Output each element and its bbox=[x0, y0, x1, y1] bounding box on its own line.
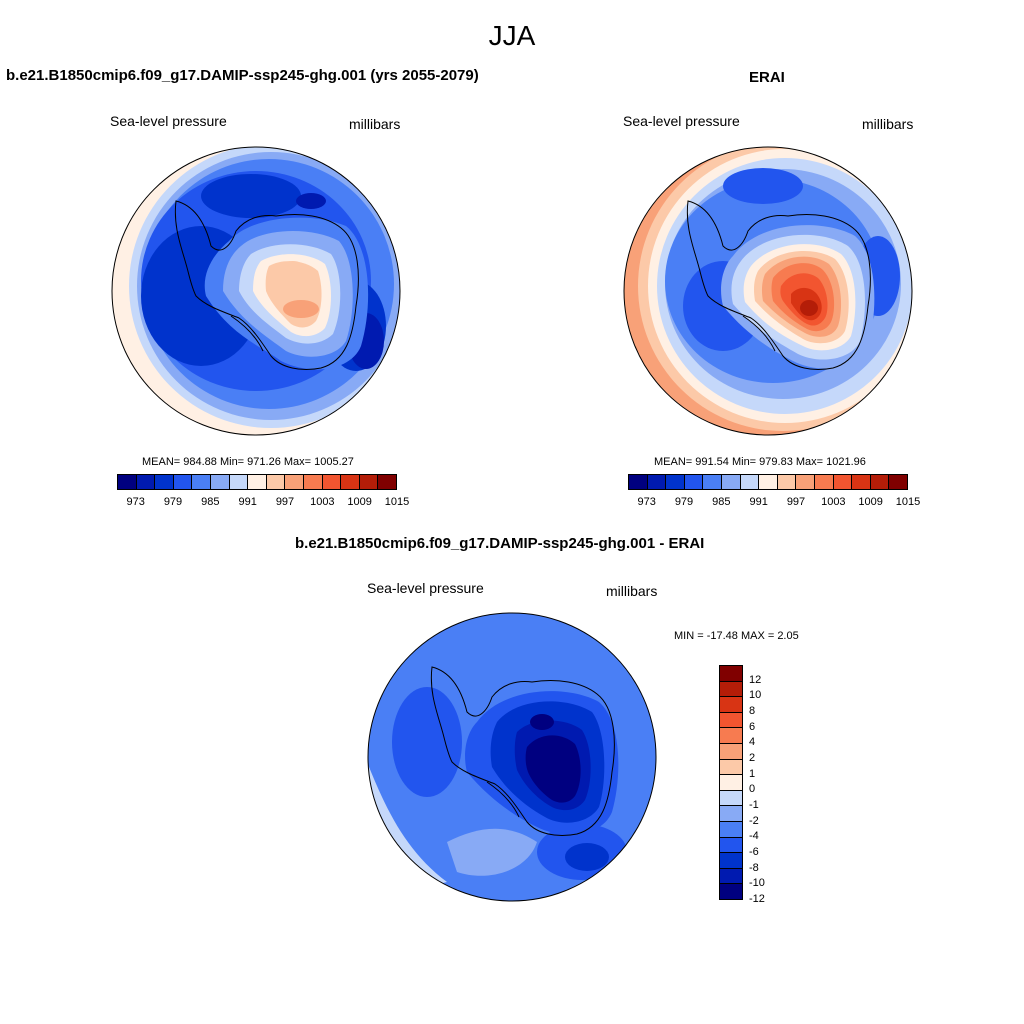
model-colorbar-ticks: 973 979 985 991 997 1003 1009 1015 bbox=[117, 496, 409, 510]
diff-colorbar-swatch bbox=[720, 681, 742, 698]
diff-colorbar-tick-label: 8 bbox=[749, 705, 756, 717]
model-colorbar-swatch bbox=[359, 475, 379, 489]
model-colorbar-swatch bbox=[378, 475, 396, 489]
model-colorbar-tick-label: 979 bbox=[163, 496, 183, 508]
erai-colorbar-tick-label: 985 bbox=[712, 496, 731, 508]
erai-colorbar-swatch bbox=[852, 475, 871, 489]
erai-colorbar-swatch bbox=[666, 475, 685, 489]
model-colorbar-swatch bbox=[266, 475, 286, 489]
diff-colorbar-swatch bbox=[720, 821, 742, 838]
erai-colorbar-tick-label: 997 bbox=[786, 496, 806, 508]
erai-colorbar-swatch bbox=[740, 475, 760, 489]
diff-colorbar-swatch bbox=[720, 666, 742, 682]
model-colorbar-swatch bbox=[136, 475, 156, 489]
diff-colorbar-swatch bbox=[720, 712, 742, 729]
erai-colorbar-tick-label: 991 bbox=[749, 496, 768, 508]
model-variable-label: Sea-level pressure bbox=[110, 113, 227, 129]
erai-variable-label: Sea-level pressure bbox=[623, 113, 740, 129]
erai-colorbar-swatch bbox=[684, 475, 704, 489]
diff-colorbar-tick-label: -4 bbox=[749, 830, 759, 843]
model-slp-map bbox=[111, 146, 401, 436]
model-colorbar-tick-label: 991 bbox=[238, 496, 257, 508]
model-colorbar-swatch bbox=[341, 475, 360, 489]
diff-colorbar-tick-label: 10 bbox=[749, 689, 762, 702]
model-colorbar-swatch bbox=[192, 475, 211, 489]
model-colorbar-swatch bbox=[285, 475, 304, 489]
model-colorbar-tick-label: 973 bbox=[126, 496, 145, 508]
erai-slp-map bbox=[623, 146, 913, 436]
diff-colorbar-swatch bbox=[720, 806, 742, 822]
erai-stats-text: MEAN= 991.54 Min= 979.83 Max= 1021.96 bbox=[654, 456, 866, 468]
model-colorbar-tick-label: 985 bbox=[201, 496, 220, 508]
erai-colorbar-swatch bbox=[647, 475, 667, 489]
erai-colorbar-swatch bbox=[889, 475, 907, 489]
model-colorbar-swatch bbox=[210, 475, 230, 489]
erai-units-label: millibars bbox=[862, 116, 914, 132]
model-colorbar-swatch bbox=[248, 475, 267, 489]
diff-colorbar-tick-label: 2 bbox=[749, 752, 756, 764]
season-title: JJA bbox=[488, 20, 536, 51]
diff-colorbar-tick-label: 0 bbox=[749, 783, 756, 796]
model-colorbar-swatch bbox=[118, 475, 137, 489]
diff-colorbar-swatch bbox=[720, 837, 742, 854]
diff-colorbar-swatch bbox=[720, 790, 742, 807]
erai-colorbar-swatch bbox=[759, 475, 778, 489]
erai-colorbar-tick-label: 1015 bbox=[895, 496, 921, 508]
diff-slp-map bbox=[367, 612, 657, 902]
model-colorbar-tick-label: 1015 bbox=[384, 496, 410, 508]
diff-panel-title: b.e21.B1850cmip6.f09_g17.DAMIP-ssp245-gh… bbox=[295, 535, 705, 552]
model-units-label: millibars bbox=[349, 116, 401, 132]
model-colorbar-tick-label: 1003 bbox=[310, 496, 335, 508]
model-colorbar-swatch bbox=[229, 475, 249, 489]
diff-colorbar bbox=[719, 665, 743, 900]
diff-units-label: millibars bbox=[606, 583, 658, 599]
diff-colorbar-swatch bbox=[720, 743, 742, 760]
diff-colorbar-tick-label: 12 bbox=[749, 673, 762, 686]
diff-colorbar-tick-label: -2 bbox=[749, 814, 759, 827]
erai-colorbar-tick-label: 1003 bbox=[821, 496, 846, 508]
diff-colorbar-tick-label: -12 bbox=[749, 893, 765, 905]
diff-colorbar-tick-label: -1 bbox=[749, 799, 759, 811]
erai-colorbar-swatch bbox=[796, 475, 815, 489]
model-colorbar-swatch bbox=[173, 475, 193, 489]
erai-colorbar-swatch bbox=[870, 475, 890, 489]
diff-variable-label: Sea-level pressure bbox=[367, 580, 484, 596]
diff-colorbar-swatch bbox=[720, 775, 742, 791]
model-colorbar-swatch bbox=[303, 475, 323, 489]
model-colorbar-swatch bbox=[155, 475, 174, 489]
erai-colorbar-swatch bbox=[814, 475, 834, 489]
erai-colorbar-swatch bbox=[629, 475, 648, 489]
erai-colorbar-swatch bbox=[833, 475, 853, 489]
model-colorbar bbox=[117, 474, 397, 490]
model-colorbar-tick-label: 997 bbox=[275, 496, 295, 508]
erai-colorbar-tick-label: 979 bbox=[674, 496, 694, 508]
diff-colorbar-swatch bbox=[720, 884, 742, 899]
model-colorbar-swatch bbox=[322, 475, 342, 489]
erai-colorbar bbox=[628, 474, 908, 490]
diff-colorbar-tick-label: 4 bbox=[749, 736, 756, 749]
model-panel-title: b.e21.B1850cmip6.f09_g17.DAMIP-ssp245-gh… bbox=[6, 67, 479, 84]
diff-colorbar-swatch bbox=[720, 759, 742, 776]
diff-colorbar-tick-label: -10 bbox=[749, 877, 765, 890]
erai-colorbar-swatch bbox=[703, 475, 722, 489]
diff-colorbar-swatch bbox=[720, 853, 742, 869]
erai-colorbar-swatch bbox=[721, 475, 741, 489]
erai-colorbar-ticks: 973 979 985 991 997 1003 1009 1015 bbox=[628, 496, 920, 510]
model-stats-text: MEAN= 984.88 Min= 971.26 Max= 1005.27 bbox=[142, 456, 354, 468]
erai-colorbar-swatch bbox=[777, 475, 797, 489]
diff-minmax-text: MIN = -17.48 MAX = 2.05 bbox=[674, 630, 799, 642]
diff-colorbar-tick-label: -8 bbox=[749, 861, 759, 874]
erai-colorbar-tick-label: 973 bbox=[637, 496, 656, 508]
diff-colorbar-tick-label: 1 bbox=[749, 767, 756, 780]
model-colorbar-tick-label: 1009 bbox=[347, 496, 372, 508]
diff-colorbar-swatch bbox=[720, 868, 742, 885]
diff-colorbar-tick-label: 6 bbox=[749, 720, 756, 733]
erai-panel-title: ERAI bbox=[749, 69, 785, 86]
diff-colorbar-tick-label: -6 bbox=[749, 846, 759, 858]
diff-colorbar-swatch bbox=[720, 728, 742, 744]
diff-colorbar-swatch bbox=[720, 697, 742, 713]
diff-colorbar-ticks: 12 10 8 6 4 2 1 0 -1 -2 -4 -6 -8 -10 -12 bbox=[749, 665, 789, 905]
erai-colorbar-tick-label: 1009 bbox=[858, 496, 883, 508]
